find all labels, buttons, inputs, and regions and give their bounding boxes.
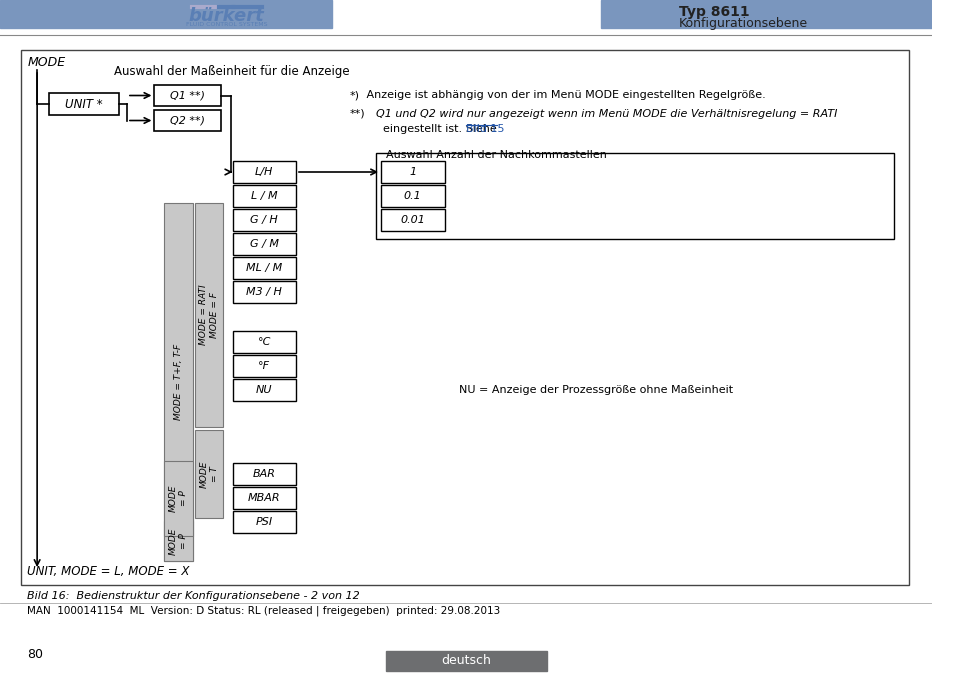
Bar: [195, 430, 222, 518]
Text: MODE = RATI
MODE = F: MODE = RATI MODE = F: [199, 285, 218, 345]
Text: bürkert: bürkert: [189, 7, 264, 25]
Text: deutsch: deutsch: [440, 655, 491, 668]
Bar: [380, 161, 444, 183]
Text: UNIT, MODE = L, MODE = X: UNIT, MODE = L, MODE = X: [28, 565, 190, 578]
Bar: [233, 511, 295, 533]
Bar: [22, 50, 907, 585]
Bar: [386, 651, 546, 671]
Text: MODE
= T: MODE = T: [199, 460, 218, 488]
Bar: [154, 85, 220, 106]
Text: G / H: G / H: [250, 215, 278, 225]
Text: MODE = T+F, T-F: MODE = T+F, T-F: [174, 344, 183, 420]
Bar: [233, 161, 295, 183]
Bar: [195, 203, 222, 427]
Bar: [164, 203, 193, 561]
Text: UNIT *: UNIT *: [65, 98, 103, 110]
Text: Auswahl Anzahl der Nachkommastellen: Auswahl Anzahl der Nachkommastellen: [386, 150, 606, 160]
Text: 1: 1: [409, 167, 416, 177]
Text: L/H: L/H: [254, 167, 274, 177]
Bar: [233, 463, 295, 485]
Text: NU = Anzeige der Prozessgröße ohne Maßeinheit: NU = Anzeige der Prozessgröße ohne Maßei…: [458, 385, 733, 395]
Text: MODE
= P: MODE = P: [169, 527, 189, 555]
Bar: [0, 0, 332, 28]
Bar: [380, 185, 444, 207]
Text: Konfigurationsebene: Konfigurationsebene: [679, 17, 807, 30]
Text: ML / M: ML / M: [246, 263, 282, 273]
Bar: [154, 110, 220, 131]
Text: M3 / H: M3 / H: [246, 287, 282, 297]
Text: eingestellt ist. Siehe: eingestellt ist. Siehe: [369, 124, 500, 134]
Text: MAN  1000141154  ML  Version: D Status: RL (released | freigegeben)  printed: 29: MAN 1000141154 ML Version: D Status: RL …: [28, 606, 500, 616]
Text: MODE: MODE: [28, 56, 66, 69]
Text: L / M: L / M: [251, 191, 277, 201]
Text: MBAR: MBAR: [248, 493, 280, 503]
Text: 0.01: 0.01: [400, 215, 425, 225]
Bar: [49, 93, 119, 115]
Bar: [233, 331, 295, 353]
Text: Typ 8611: Typ 8611: [679, 5, 749, 19]
Bar: [233, 257, 295, 279]
Bar: [233, 185, 295, 207]
Bar: [164, 461, 193, 536]
Bar: [233, 379, 295, 401]
Bar: [375, 153, 893, 239]
Bar: [233, 355, 295, 377]
Text: G / M: G / M: [250, 239, 278, 249]
Bar: [233, 209, 295, 231]
Text: BAR: BAR: [253, 469, 275, 479]
Text: **): **): [350, 109, 365, 119]
Text: Bild 15: Bild 15: [465, 124, 504, 134]
Text: Q2 **): Q2 **): [170, 116, 205, 125]
Text: Anzeige ist abhängig von der im Menü MODE eingestellten Regelgröße.: Anzeige ist abhängig von der im Menü MOD…: [363, 90, 765, 100]
Text: MODE
= P: MODE = P: [169, 485, 189, 512]
Text: Q1 **): Q1 **): [170, 90, 205, 100]
Text: PSI: PSI: [255, 517, 273, 527]
Bar: [233, 233, 295, 255]
Text: Bild 16:  Bedienstruktur der Konfigurationsebene - 2 von 12: Bild 16: Bedienstruktur der Konfiguratio…: [28, 591, 359, 601]
Text: *): *): [350, 90, 359, 100]
Text: °F: °F: [258, 361, 270, 371]
Bar: [233, 281, 295, 303]
Text: 0.1: 0.1: [403, 191, 421, 201]
Bar: [600, 0, 931, 28]
Bar: [164, 521, 193, 561]
Text: Auswahl der Maßeinheit für die Anzeige: Auswahl der Maßeinheit für die Anzeige: [114, 65, 350, 78]
Text: Q1 und Q2 wird nur angezeigt wenn im Menü MODE die Verhältnisregelung = RATI: Q1 und Q2 wird nur angezeigt wenn im Men…: [369, 109, 837, 119]
Bar: [233, 487, 295, 509]
Text: FLUID CONTROL SYSTEMS: FLUID CONTROL SYSTEMS: [186, 22, 267, 28]
Text: °C: °C: [257, 337, 271, 347]
Text: 80: 80: [28, 648, 43, 661]
Bar: [380, 209, 444, 231]
Text: NU: NU: [255, 385, 273, 395]
